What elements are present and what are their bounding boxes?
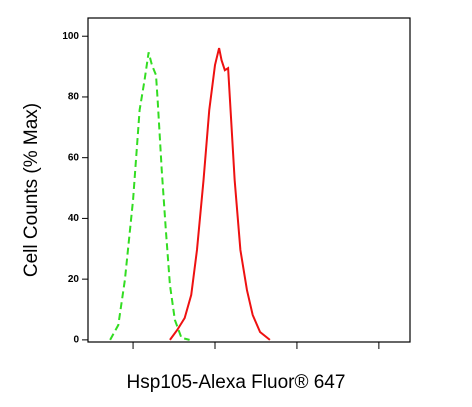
- y-tick-label: 100: [62, 31, 79, 42]
- y-tick-label: 60: [68, 152, 80, 163]
- plot-frame: [87, 17, 411, 343]
- y-tick-label: 80: [68, 92, 80, 103]
- histogram-line: [109, 52, 190, 341]
- x-axis-label: Hsp105-Alexa Fluor® 647: [127, 372, 346, 393]
- y-tick-label: 0: [73, 335, 79, 346]
- y-tick-label: 40: [68, 213, 80, 224]
- y-tick-label: 20: [68, 274, 80, 285]
- histogram-line: [169, 47, 271, 341]
- y-axis-label: Cell Counts (% Max): [21, 103, 42, 277]
